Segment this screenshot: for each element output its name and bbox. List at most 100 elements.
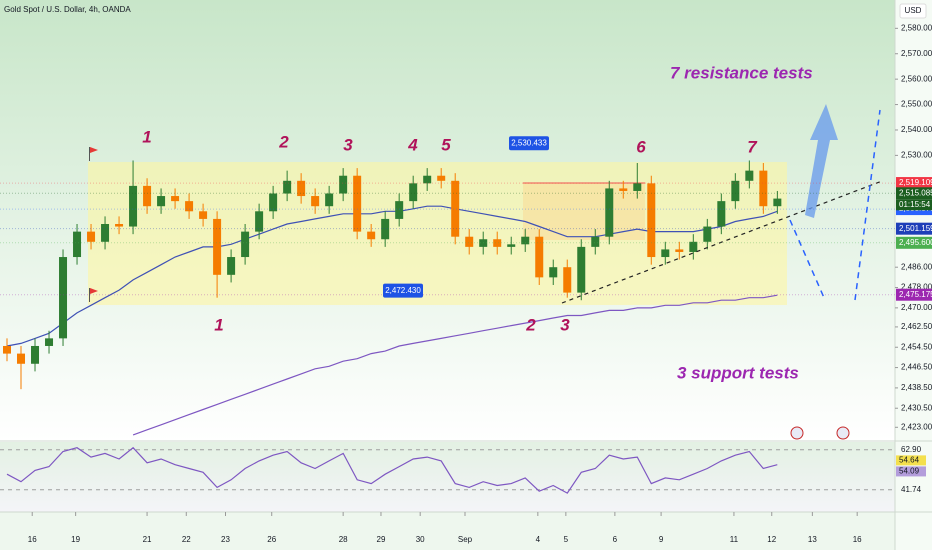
x-tick-label: 16 [28, 535, 37, 544]
candle-body [367, 231, 376, 240]
x-tick-label: 21 [143, 535, 152, 544]
candle-body [633, 183, 642, 191]
candle-body [577, 246, 586, 293]
price-tag-label: 2,519.109 [899, 178, 932, 187]
price-tag [896, 187, 932, 200]
candle-body [717, 201, 726, 227]
annotation: 5 [441, 135, 451, 154]
x-tick-label: 12 [767, 535, 776, 544]
annotation: 1 [142, 127, 151, 146]
x-tick-label: 5 [564, 535, 569, 544]
zone-box [523, 183, 645, 240]
price-note-label: 2,472.430 [385, 286, 421, 295]
y-tick-label: 2,462.500 [901, 322, 932, 331]
annotation: 7 resistance tests [670, 63, 813, 82]
x-tick-label: 28 [339, 535, 348, 544]
y-tick-label: 2,438.500 [901, 383, 932, 392]
candle-body [731, 180, 740, 202]
y-tick-label: 2,423.000 [901, 422, 932, 431]
candle-body [101, 224, 110, 242]
candle-body [143, 185, 152, 207]
price-tag-label: 2,475.175 [899, 290, 932, 299]
price-tag-label: 2,495.600 [899, 238, 932, 247]
x-tick-label: 30 [416, 535, 425, 544]
candle-body [773, 198, 782, 207]
x-tick-label: 6 [613, 535, 618, 544]
x-tick-label: 16 [853, 535, 862, 544]
currency: USD [905, 6, 922, 15]
annotation: 2 [278, 132, 289, 151]
candle-body [3, 345, 12, 354]
x-tick-label: 29 [377, 535, 386, 544]
candle-body [339, 175, 348, 194]
rsi-line [6, 446, 778, 494]
y-tick-label: 2,446.500 [901, 363, 932, 372]
candle-body [59, 257, 68, 339]
candle-body [689, 241, 698, 252]
price-tag [896, 222, 932, 235]
candle-body [157, 196, 166, 207]
annotation: 3 support tests [677, 363, 799, 382]
rsi-tick-label: 62.90 [901, 445, 922, 454]
candle-body [759, 170, 768, 207]
candle-body [675, 249, 684, 252]
candle-body [353, 175, 362, 232]
candle-body [45, 338, 54, 346]
annotation: 1 [214, 315, 223, 334]
currency-box[interactable] [899, 3, 927, 19]
countdown: 01:15:54 [899, 200, 931, 209]
candle-body [395, 201, 404, 219]
candle-body [115, 224, 124, 227]
x-tick-label: 19 [71, 535, 80, 544]
range-box [88, 162, 787, 305]
candle-body [255, 211, 264, 232]
candle-body [521, 236, 530, 245]
annotation: 6 [636, 137, 646, 156]
candle-body [311, 196, 320, 207]
candle-body [437, 175, 446, 181]
trend-line [561, 180, 883, 304]
price-note [509, 136, 549, 151]
event-icon[interactable] [836, 426, 850, 440]
y-tick-label: 2,430.500 [901, 403, 932, 412]
y-tick-label: 2,540.000 [901, 125, 932, 134]
y-tick-label: 2,454.500 [901, 342, 932, 351]
x-tick-label: Sep [458, 535, 473, 544]
x-tick-label: 11 [730, 535, 739, 544]
candle-body [325, 193, 334, 207]
candle-body [227, 257, 236, 275]
x-tick-label: 23 [221, 535, 230, 544]
rsi-tag [896, 455, 926, 466]
event-icon[interactable] [790, 426, 804, 440]
rsi-tick-label: 41.74 [901, 485, 922, 494]
candle-body [241, 231, 250, 258]
candle-body [535, 236, 544, 278]
annotation: 4 [407, 135, 418, 154]
indicator-line [132, 294, 778, 436]
y-tick-label: 2,560.000 [901, 74, 932, 83]
candle-body [381, 218, 390, 240]
candle-body [283, 180, 292, 194]
x-tick-label: 26 [267, 535, 276, 544]
candle-body [87, 231, 96, 242]
candle-body [451, 180, 460, 237]
candle-body [605, 188, 614, 237]
candle-body [171, 196, 180, 202]
x-tick-label: 9 [659, 535, 664, 544]
candle-body [213, 218, 222, 275]
x-tick-label: 4 [536, 535, 541, 544]
y-tick-label: 2,530.000 [901, 150, 932, 159]
candle-body [129, 185, 138, 227]
candle-body [619, 188, 628, 191]
countdown-box [896, 199, 932, 211]
candle-body [549, 267, 558, 278]
candle-body [423, 175, 432, 184]
price-tag [896, 288, 932, 301]
x-tick-label: 22 [182, 535, 191, 544]
price-note-label: 2,530.433 [511, 138, 547, 147]
rsi-tag-label: 54.09 [899, 467, 920, 476]
plot [3, 160, 782, 436]
arrow [805, 104, 838, 218]
candle-body [17, 353, 26, 364]
candle-body [465, 236, 474, 247]
